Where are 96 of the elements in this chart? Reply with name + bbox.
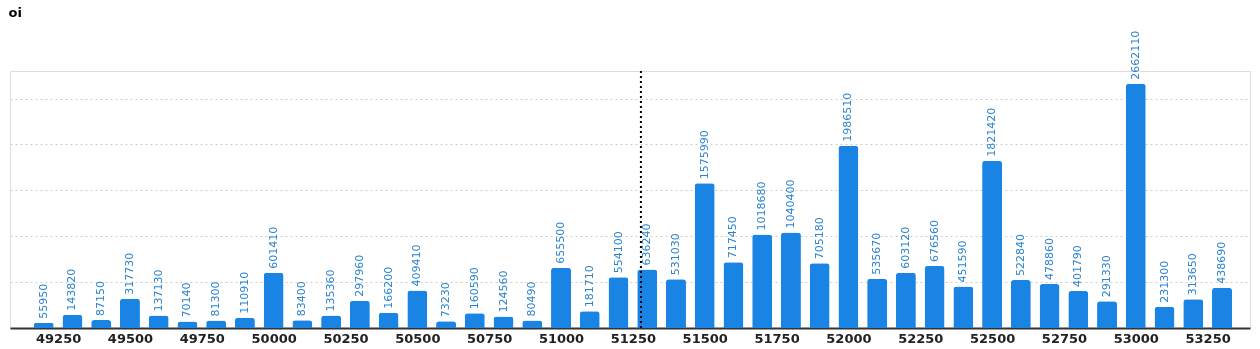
data-label: 2662110	[1128, 30, 1142, 80]
x-tick-label: 53250	[1185, 330, 1231, 346]
y-axis-title: oi	[8, 4, 22, 20]
data-label: 438690	[1215, 241, 1229, 284]
bar	[493, 316, 514, 328]
data-label: 705180	[812, 217, 826, 260]
data-label: 297960	[352, 254, 366, 297]
x-tick-label: 52000	[826, 330, 872, 346]
x-tick-label: 52500	[969, 330, 1016, 346]
data-label: 636240	[640, 223, 654, 266]
data-label: 676560	[927, 219, 941, 262]
data-label: 81300	[209, 281, 223, 317]
data-label: 70140	[180, 282, 194, 318]
bar	[1068, 291, 1089, 328]
data-label: 409410	[410, 244, 424, 287]
x-tick-label: 49250	[35, 330, 82, 346]
bar	[579, 311, 600, 328]
data-label: 1018680	[755, 181, 769, 231]
bar	[234, 317, 255, 328]
x-tick-label: 52750	[1041, 330, 1088, 346]
data-label: 535670	[870, 232, 884, 275]
bar	[953, 286, 974, 328]
bar	[1010, 280, 1031, 328]
data-label: 401790	[1071, 245, 1085, 288]
data-label: 135360	[324, 269, 338, 312]
data-label: 80490	[525, 281, 539, 317]
bar	[1125, 83, 1146, 328]
data-label: 181710	[582, 265, 596, 308]
data-label: 531030	[668, 233, 682, 276]
data-label: 1040400	[783, 179, 797, 229]
bar	[407, 290, 428, 328]
bar	[608, 277, 629, 328]
x-tick-label: 52250	[898, 330, 944, 346]
data-label: 717450	[726, 216, 740, 259]
data-label: 55950	[36, 283, 50, 319]
data-label: 137130	[151, 269, 165, 312]
bar	[321, 315, 342, 328]
data-label: 522840	[1013, 234, 1027, 277]
data-label: 124560	[496, 270, 510, 313]
bar	[91, 320, 112, 328]
data-label: 73230	[439, 282, 453, 318]
bar	[263, 272, 284, 328]
data-label: 166200	[381, 266, 395, 309]
bar	[809, 263, 830, 328]
bar	[982, 160, 1003, 328]
data-label: 478860	[1042, 238, 1056, 281]
data-label: 451590	[956, 240, 970, 283]
bar	[551, 267, 572, 328]
data-label: 87150	[94, 281, 108, 316]
bar	[780, 232, 801, 328]
bar	[33, 322, 54, 328]
x-tick-label: 51000	[538, 330, 585, 346]
bar	[1183, 299, 1204, 328]
x-tick-label: 50500	[395, 330, 441, 346]
x-tick-label: 49750	[179, 330, 225, 346]
bar	[895, 272, 916, 328]
bar	[378, 312, 399, 328]
bar	[349, 300, 370, 328]
x-tick-label: 50750	[467, 330, 513, 346]
bar	[867, 278, 888, 328]
bar	[1097, 301, 1118, 328]
data-label: 83400	[295, 281, 309, 317]
data-label: 554100	[611, 231, 625, 274]
data-label: 291330	[1100, 255, 1114, 298]
x-tick-label: 53000	[1113, 330, 1159, 346]
bar	[119, 298, 140, 328]
bar	[62, 314, 83, 328]
bar	[694, 183, 715, 328]
data-label: 143820	[65, 268, 79, 311]
bar	[148, 315, 169, 328]
x-tick-label: 50250	[323, 330, 369, 346]
data-label: 313650	[1186, 253, 1200, 296]
data-label: 110910	[237, 271, 251, 314]
data-label: 1821420	[985, 107, 999, 157]
data-label: 317730	[122, 252, 136, 295]
x-tick-label: 51250	[610, 330, 656, 346]
data-label: 603120	[898, 226, 912, 269]
bar	[1039, 284, 1060, 328]
data-label: 655500	[554, 221, 568, 264]
x-tick-label: 51500	[682, 330, 728, 346]
bar	[838, 145, 859, 328]
x-tick-label: 49500	[107, 330, 154, 346]
data-label: 1986510	[841, 92, 855, 142]
bar	[665, 279, 686, 328]
x-tick-label: 51750	[754, 330, 800, 346]
data-label: 601410	[266, 226, 280, 269]
bar	[637, 269, 658, 328]
bar	[1212, 287, 1233, 328]
bar	[924, 265, 945, 328]
data-label: 160590	[467, 267, 481, 310]
data-label: 1575990	[697, 130, 711, 180]
bar	[752, 234, 773, 328]
data-label: 231300	[1157, 260, 1171, 303]
bar	[723, 262, 744, 328]
x-tick-label: 50000	[251, 330, 297, 346]
bar	[1154, 306, 1175, 328]
